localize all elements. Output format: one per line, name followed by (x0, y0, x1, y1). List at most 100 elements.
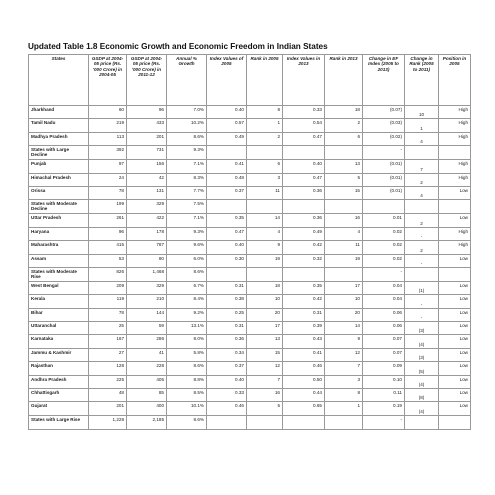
value-cell: 0.49 (206, 131, 247, 147)
header-row: States GSDP at 2004-05 price (Rs. '000 Cr… (28, 54, 471, 106)
value-cell: 0.48 (206, 172, 247, 187)
value-cell: 0.34 (206, 347, 247, 363)
table-row: Punjab 97 156 7.1% 0.41 6 0.40 13 (0.01) 7 High (28, 159, 471, 174)
value-cell: Low (438, 401, 471, 416)
value-cell: 0.36 (282, 185, 325, 201)
value-cell: 0.31 (206, 280, 247, 296)
value-cell: 9 (246, 240, 283, 255)
value-cell: 0.47 (282, 172, 325, 187)
value-cell: 0.40 (282, 159, 325, 174)
value-cell: 2 (246, 131, 283, 147)
value-cell (282, 145, 325, 161)
value-cell: High (438, 131, 471, 147)
value-cell: 0.39 (282, 321, 325, 336)
value-cell: 18 (324, 104, 363, 120)
value-cell: 10 (404, 104, 439, 120)
value-cell: 0.44 (282, 388, 325, 403)
value-cell: 329 (126, 280, 167, 296)
state-cell: States with Large Rise (28, 414, 89, 430)
value-cell: 7 (404, 159, 439, 174)
value-cell: 8.6% (166, 266, 207, 282)
table-row: Tamil Nadu 219 433 10.2% 0.57 1 0.54 2 (0.03) 1 Hi… (28, 118, 471, 133)
value-cell (206, 145, 247, 161)
value-cell (324, 266, 363, 282)
value-cell: Low (438, 307, 471, 323)
value-cell (324, 145, 363, 161)
state-cell: West Bengal (28, 280, 89, 296)
column-header: Change in EF Index (2005 to 2013) (362, 54, 405, 106)
value-cell: 0.10 (362, 374, 405, 390)
value-cell: 13 (324, 159, 363, 174)
value-cell: 59 (126, 321, 167, 336)
value-cell: 201 (126, 131, 167, 147)
value-cell: 0.32 (282, 253, 325, 268)
value-cell: 13.1% (166, 321, 207, 336)
state-cell: Madhya Pradesh (28, 131, 89, 147)
table-title: Updated Table 1.8 Economic Growth and Ec… (28, 42, 328, 51)
value-cell: 8 (324, 388, 363, 403)
value-cell: Low (438, 374, 471, 390)
table-row: Maharashtra 415 787 9.6% 0.40 9 0.42 11 0.02 2 Hig… (28, 240, 471, 255)
value-cell: 48 (88, 388, 127, 403)
value-cell: High (438, 226, 471, 242)
value-cell: (0.01) (362, 159, 405, 174)
value-cell: Low (438, 388, 471, 403)
value-cell: 2 (404, 240, 439, 255)
value-cell: 0.02 (362, 226, 405, 242)
value-cell: 219 (88, 118, 127, 133)
value-cell: 3 (246, 172, 283, 187)
value-cell: 1 (404, 118, 439, 133)
value-cell: 7.5% (166, 199, 207, 215)
value-cell: Low (438, 280, 471, 296)
state-cell: Bihar (28, 307, 89, 323)
value-cell (404, 266, 439, 282)
data-table: States GSDP at 2004-05 price (Rs. '000 Cr… (28, 54, 471, 430)
value-cell: 20 (246, 307, 283, 323)
column-header: GSDP at 2004-05 price (Rs. '000 Crore) i… (88, 54, 127, 106)
value-cell: 42 (126, 172, 167, 187)
value-cell: 15 (246, 347, 283, 363)
value-cell: 0.49 (282, 226, 325, 242)
value-cell: 78 (88, 307, 127, 323)
value-cell (246, 266, 283, 282)
value-cell: (5) (404, 361, 439, 376)
value-cell: - (404, 253, 439, 268)
table-row: Assam 53 80 6.0% 0.30 19 0.32 19 0.02- Low (28, 253, 471, 268)
value-cell: 7.1% (166, 213, 207, 228)
column-header: States (28, 54, 89, 106)
value-cell (438, 145, 471, 161)
value-cell (404, 199, 439, 215)
value-cell: 0.07 (362, 347, 405, 363)
value-cell (246, 145, 283, 161)
value-cell: 0.06 (362, 307, 405, 323)
value-cell: 25 (88, 321, 127, 336)
value-cell: 0.42 (282, 294, 325, 309)
value-cell: 78 (88, 185, 127, 201)
value-cell: 10.2% (166, 118, 207, 133)
value-cell: 5 (246, 401, 283, 416)
value-cell: 0.33 (282, 104, 325, 120)
value-cell: 826 (88, 266, 127, 282)
value-cell: 12 (324, 347, 363, 363)
value-cell: 2 (324, 118, 363, 133)
value-cell: 261 (88, 213, 127, 228)
value-cell: 209 (88, 280, 127, 296)
value-cell: 60 (88, 104, 127, 120)
value-cell: 5.8% (166, 347, 207, 363)
value-cell: (3) (404, 321, 439, 336)
value-cell: 4 (324, 226, 363, 242)
value-cell: 11 (246, 185, 283, 201)
value-cell: Low (438, 347, 471, 363)
column-header: Position in 2005 (438, 54, 471, 106)
value-cell: - (362, 145, 405, 161)
state-cell: Chhattisgarh (28, 388, 89, 403)
table-row: West Bengal 209 329 6.7% 0.31 18 0.35 17 0.04 (1)… (28, 280, 471, 296)
group-row: States with Moderate Rise 826 1,468 8.6% - (28, 266, 471, 282)
value-cell: 8 (246, 104, 283, 120)
value-cell: - (404, 226, 439, 242)
value-cell: 201 (88, 401, 127, 416)
value-cell: 2,185 (126, 414, 167, 430)
value-cell: High (438, 172, 471, 187)
value-cell: 4 (246, 226, 283, 242)
value-cell: 119 (88, 294, 127, 309)
